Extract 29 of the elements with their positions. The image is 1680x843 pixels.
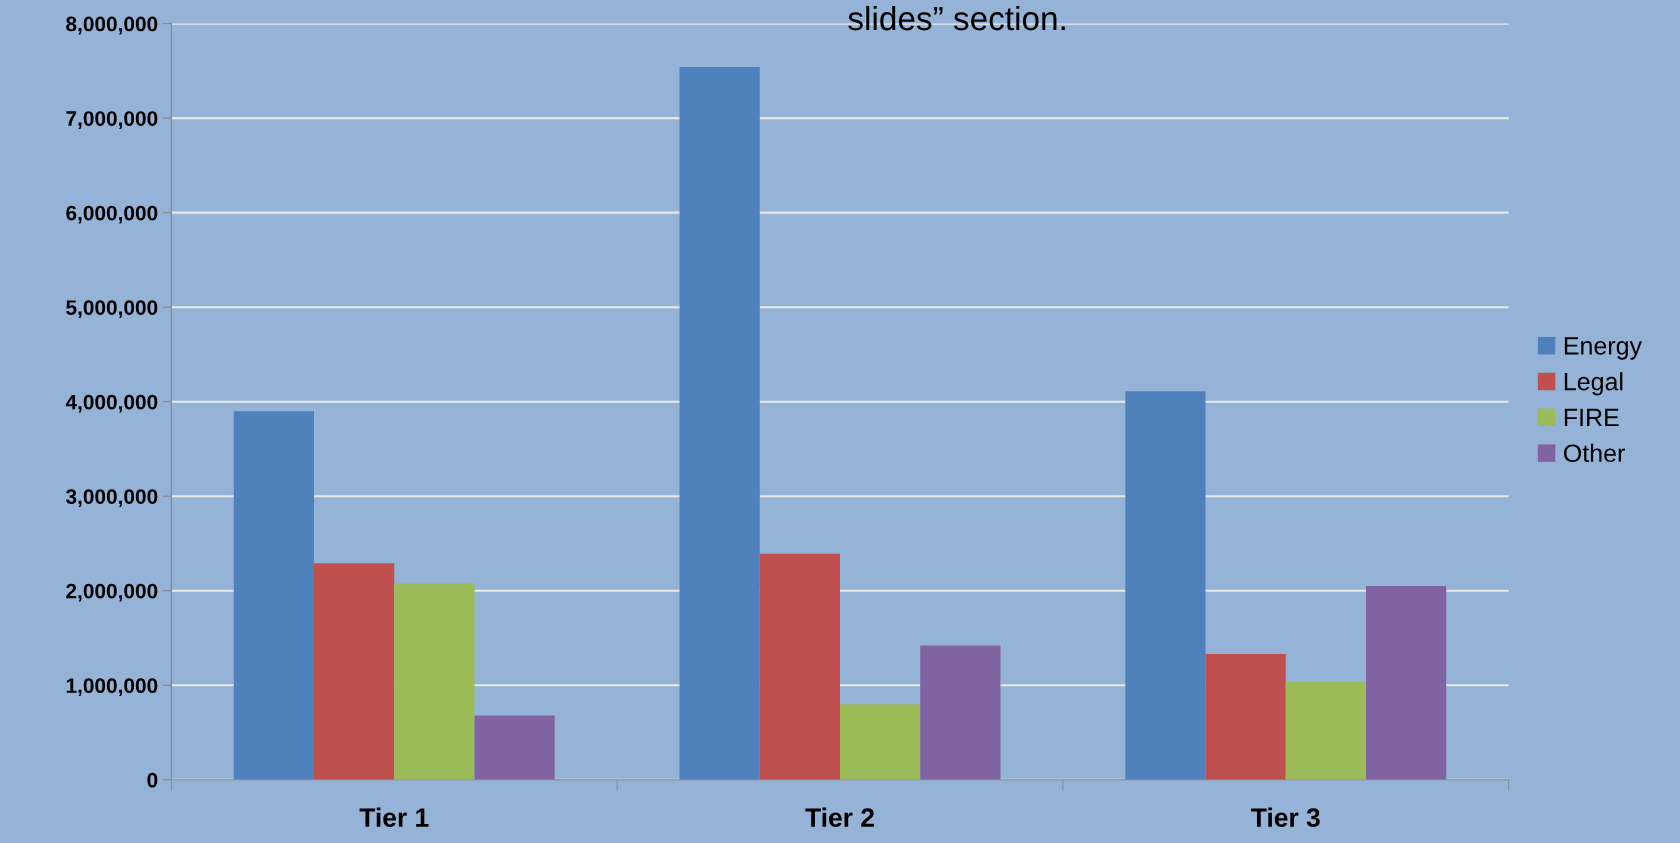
bar: [1205, 654, 1286, 780]
legend-label: Energy: [1564, 337, 1642, 360]
bar: [1366, 586, 1447, 780]
y-tick-label: 8,000,000: [66, 16, 158, 35]
legend-label: Other: [1564, 443, 1625, 463]
legend-label: FIRE: [1564, 408, 1619, 427]
x-tick-label: Tier 1: [359, 807, 429, 827]
legend-label: Legal: [1564, 372, 1623, 396]
y-tick-label: 0: [147, 772, 158, 788]
bar: [679, 67, 760, 780]
bar: [233, 411, 314, 780]
annotation: slides” section.: [848, 5, 1065, 31]
y-tick-label: 5,000,000: [66, 300, 158, 318]
bar: [394, 583, 475, 780]
y-tick-label: 7,000,000: [66, 111, 158, 129]
bar: [474, 715, 555, 780]
bar: [1285, 681, 1366, 780]
y-tick-label: 6,000,000: [66, 205, 158, 224]
y-tick-label: 4,000,000: [65, 394, 158, 413]
bar: [840, 704, 921, 780]
bar: [920, 645, 1001, 780]
x-tick-label: Tier 3: [1251, 807, 1320, 827]
y-tick-label: 1,000,000: [66, 678, 158, 697]
y-tick-label: 3,000,000: [65, 489, 158, 507]
y-tick-label: 2,000,000: [66, 583, 158, 602]
x-tick-label: Tier 2: [805, 807, 874, 827]
bar: [1125, 391, 1206, 780]
bar: [314, 563, 395, 780]
bar: [759, 553, 840, 780]
